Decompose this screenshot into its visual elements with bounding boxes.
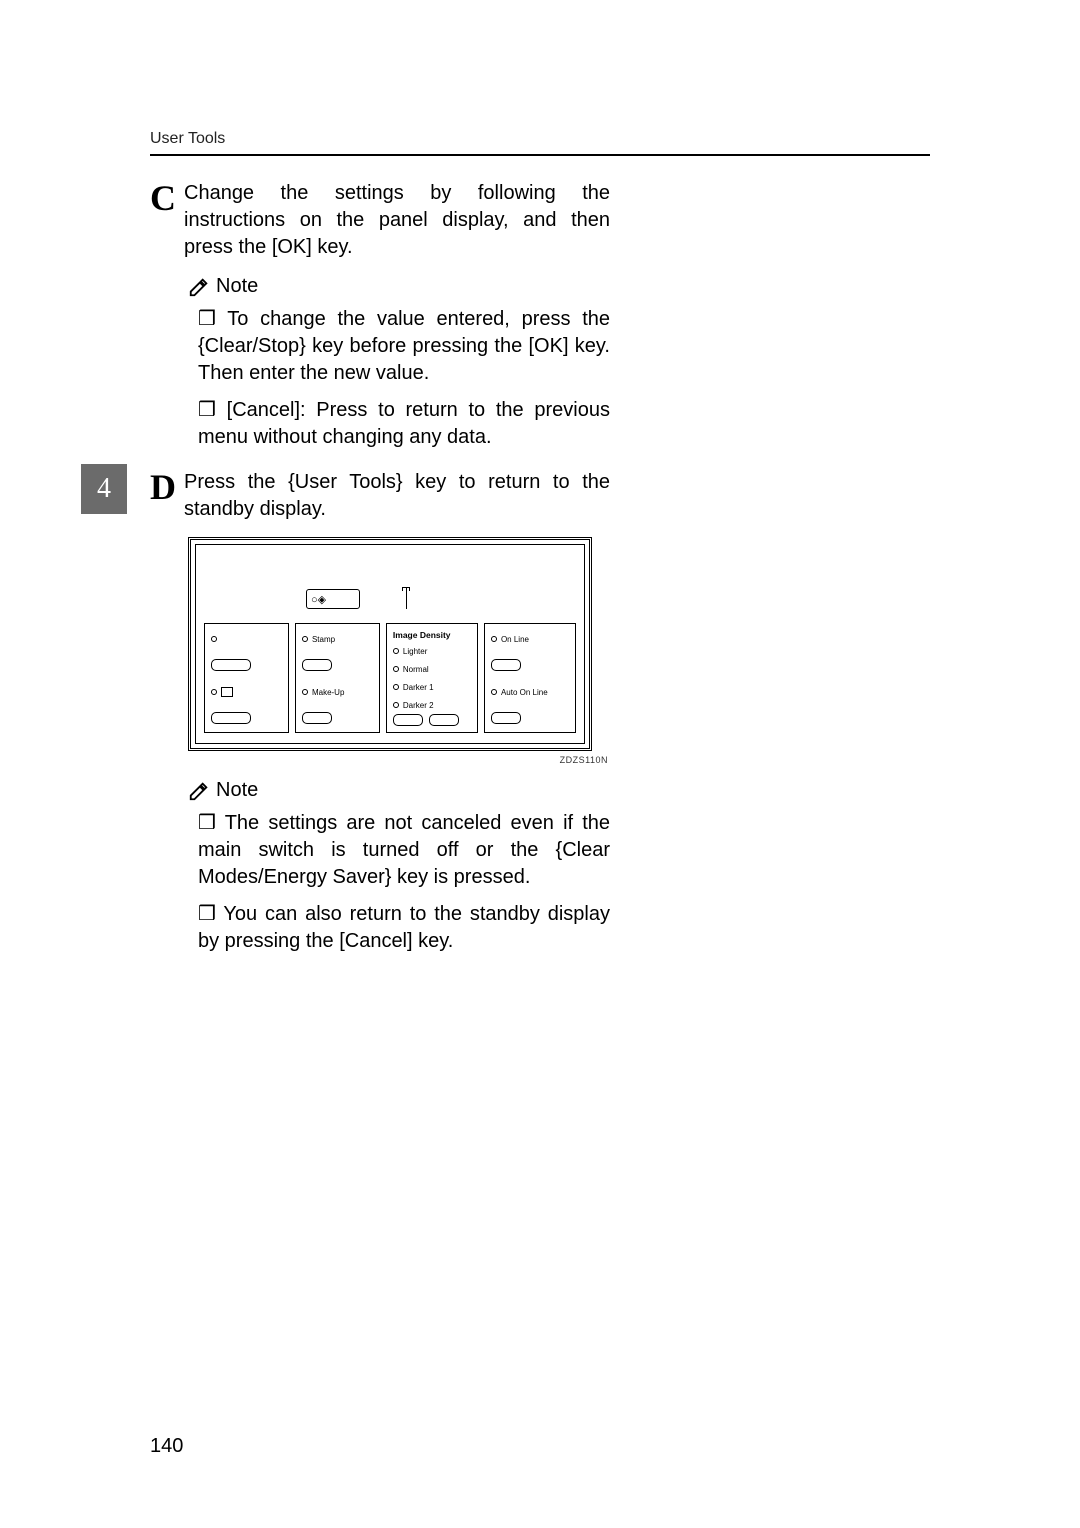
pencil-icon <box>188 780 210 802</box>
note-heading-d: Note <box>188 779 610 802</box>
online-label: On Line <box>501 635 529 644</box>
note-heading-c: Note <box>188 275 610 298</box>
led-icon <box>491 636 497 642</box>
led-icon <box>302 689 308 695</box>
led-icon <box>302 636 308 642</box>
keycap-icon <box>491 712 521 724</box>
darker2-label: Darker 2 <box>403 701 434 710</box>
panel-col-4: On Line Auto On Line <box>484 623 576 733</box>
led-icon <box>393 702 399 708</box>
led-icon <box>393 648 399 654</box>
figure-code: ZDZS110N <box>188 755 610 765</box>
led-icon <box>211 636 217 642</box>
panel-col-3: Image Density Lighter Normal Darker 1 Da… <box>386 623 478 733</box>
normal-label: Normal <box>403 665 429 674</box>
note-d2: ❒ You can also return to the standby dis… <box>150 901 610 955</box>
step-c-text: Change the settings by following the ins… <box>184 180 610 261</box>
header-section-label: User Tools <box>150 130 930 148</box>
keycap-icon <box>429 714 459 726</box>
note-d1: ❒ The settings are not canceled even if … <box>150 810 610 891</box>
page-icon <box>221 687 233 697</box>
chapter-number: 4 <box>97 473 111 505</box>
makeup-label: Make-Up <box>312 688 344 697</box>
page: User Tools 4 C Change the settings by fo… <box>0 0 1080 1528</box>
led-icon <box>211 689 217 695</box>
note-c2: ❒ [Cancel]: Press to return to the previ… <box>150 397 610 451</box>
keycap-icon <box>302 659 332 671</box>
step-c: C Change the settings by following the i… <box>150 180 610 451</box>
page-header: User Tools <box>150 130 930 156</box>
keycap-icon <box>211 659 251 671</box>
pencil-icon <box>188 276 210 298</box>
darker1-label: Darker 1 <box>403 683 434 692</box>
step-d-text: Press the {User Tools} key to return to … <box>184 469 610 523</box>
control-panel-figure: ○◈ Stamp <box>188 537 610 765</box>
page-number: 140 <box>150 1435 183 1458</box>
step-letter-d: D <box>150 469 178 505</box>
note-label: Note <box>216 779 258 802</box>
keycap-icon <box>491 659 521 671</box>
auto-online-label: Auto On Line <box>501 688 548 697</box>
keycap-icon <box>211 712 251 724</box>
header-rule <box>150 154 930 156</box>
slot-line-icon <box>406 587 407 609</box>
step-letter-c: C <box>150 180 178 216</box>
led-icon <box>393 666 399 672</box>
keycap-icon <box>393 714 423 726</box>
note-label: Note <box>216 275 258 298</box>
panel-col-2: Stamp Make-Up <box>295 623 380 733</box>
led-icon <box>393 684 399 690</box>
step-d: D Press the {User Tools} key to return t… <box>150 469 610 955</box>
led-icon <box>491 689 497 695</box>
content-column: C Change the settings by following the i… <box>150 180 610 973</box>
lcd-display: ○◈ <box>306 589 360 609</box>
image-density-title: Image Density <box>393 630 471 640</box>
panel-col-1 <box>204 623 289 733</box>
lighter-label: Lighter <box>403 647 427 656</box>
keycap-icon <box>302 712 332 724</box>
chapter-tab: 4 <box>81 464 127 514</box>
stamp-label: Stamp <box>312 635 335 644</box>
note-c1: ❒ To change the value entered, press the… <box>150 306 610 387</box>
